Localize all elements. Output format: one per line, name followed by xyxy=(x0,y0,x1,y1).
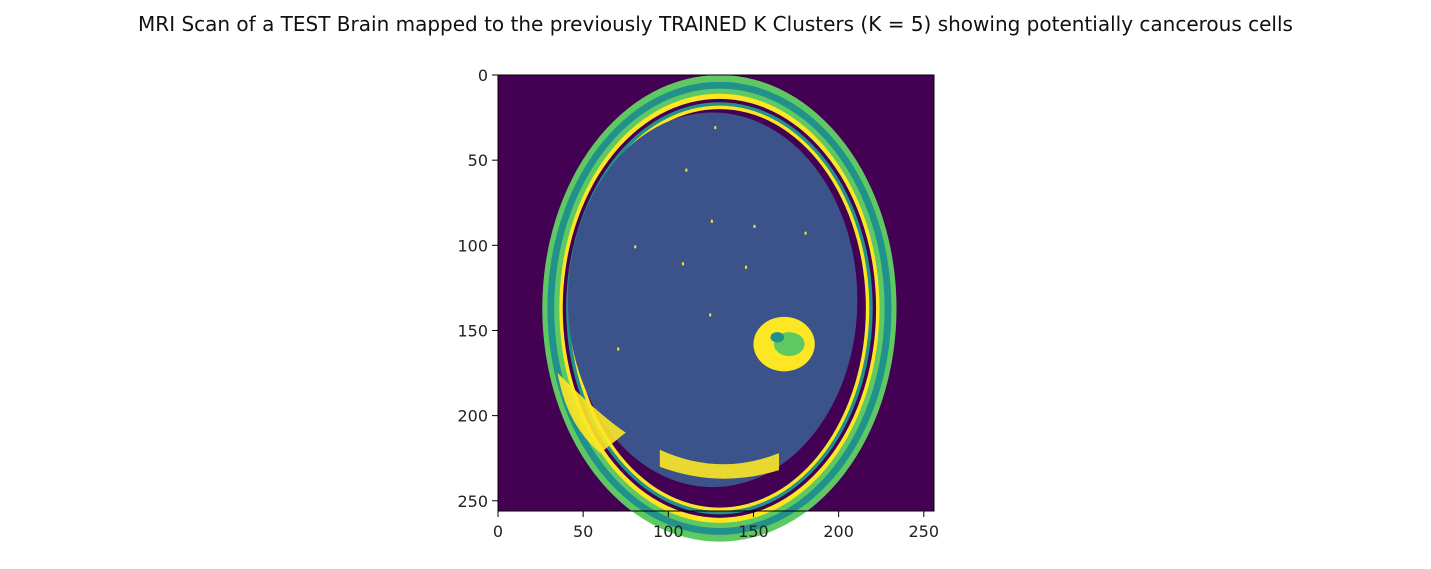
tissue-speck-11 xyxy=(617,347,620,351)
tissue-speck-1 xyxy=(685,168,688,172)
x-tick-label-0: 0 xyxy=(493,522,503,541)
brain-tissue-cluster xyxy=(567,112,858,488)
tissue-speck-0 xyxy=(714,126,717,130)
plot-frame xyxy=(497,74,935,512)
tissue-speck-3 xyxy=(753,224,756,228)
y-tick-label-100: 100 xyxy=(457,236,488,255)
y-tick-label-0: 0 xyxy=(478,66,488,85)
x-tick-label-250: 250 xyxy=(909,522,940,541)
x-tick-label-150: 150 xyxy=(738,522,769,541)
x-tick-label-50: 50 xyxy=(573,522,593,541)
x-tick-label-200: 200 xyxy=(823,522,854,541)
tissue-speck-7 xyxy=(773,321,776,325)
x-tick-label-100: 100 xyxy=(653,522,684,541)
tissue-speck-5 xyxy=(744,265,747,269)
y-tick-label-250: 250 xyxy=(457,492,488,511)
tissue-speck-10 xyxy=(634,245,637,249)
lower-left-cluster-patch xyxy=(557,373,626,454)
tissue-speck-4 xyxy=(804,231,807,235)
basal-cluster-patch xyxy=(659,449,780,479)
tissue-speck-9 xyxy=(709,313,712,317)
tissue-speck-6 xyxy=(681,262,684,266)
suspicious-mass-inner xyxy=(770,332,785,343)
y-tick-label-50: 50 xyxy=(468,151,488,170)
y-tick-label-150: 150 xyxy=(457,321,488,340)
y-tick-label-200: 200 xyxy=(457,407,488,426)
tissue-speck-8 xyxy=(753,344,756,348)
tissue-speck-2 xyxy=(710,219,713,223)
chart-title: MRI Scan of a TEST Brain mapped to the p… xyxy=(138,12,1293,36)
